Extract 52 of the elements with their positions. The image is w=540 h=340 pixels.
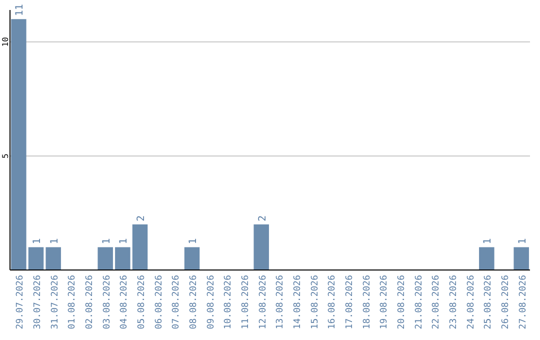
x-tick-label: 15.08.2026 [310,275,320,330]
x-tick-label: 23.08.2026 [449,275,459,330]
x-tick-label: 03.08.2026 [102,275,112,330]
data-label: 1 [118,238,130,244]
y-tick-label: 5 [1,153,10,158]
x-tick-label: 30.07.2026 [33,275,43,330]
data-label: 1 [188,238,199,244]
x-tick-label: 10.08.2026 [224,275,234,330]
x-tick-label: 18.08.2026 [362,275,372,330]
x-tick-label: 20.08.2026 [397,275,407,330]
bar [98,247,113,270]
x-tick-label: 14.08.2026 [293,275,303,330]
data-label: 1 [32,238,43,244]
bar [46,247,61,270]
x-tick-label: 11.08.2026 [241,275,251,330]
data-label: 2 [257,215,268,222]
x-tick-label: 04.08.2026 [120,275,130,330]
bar [479,247,494,270]
bar [184,247,200,270]
bar [254,224,269,270]
x-tick-label: 13.08.2026 [276,275,286,330]
x-tick-label: 06.08.2026 [154,275,164,330]
x-tick-label: 17.08.2026 [345,275,355,330]
x-tick-label: 07.08.2026 [172,275,182,330]
bar [132,224,148,270]
bar [514,247,529,270]
y-tick-label: 10 [1,36,10,47]
x-tick-label: 02.08.2026 [85,275,95,330]
data-label: 1 [517,238,528,244]
x-tick-label: 22.08.2026 [432,275,442,330]
x-tick-label: 31.07.2026 [50,275,60,330]
x-tick-label: 05.08.2026 [137,275,147,330]
x-tick-label: 01.08.2026 [68,275,78,330]
x-tick-label: 26.08.2026 [501,275,511,330]
x-tick-label: 25.08.2026 [484,275,494,330]
data-label: 1 [49,238,60,244]
x-tick-label: 12.08.2026 [258,275,268,330]
data-label: 2 [136,215,147,222]
x-tick-label: 19.08.2026 [380,275,390,330]
x-tick-label: 21.08.2026 [414,275,424,330]
x-tick-label: 24.08.2026 [466,275,476,330]
x-tick-label: 08.08.2026 [189,275,199,330]
bar [115,247,130,270]
data-label: 11 [14,4,26,16]
x-tick-label: 27.08.2026 [518,275,528,330]
x-tick-label: 16.08.2026 [328,275,338,330]
data-label: 1 [482,238,494,244]
bar [11,19,26,270]
data-label: 1 [101,238,112,244]
x-tick-label: 09.08.2026 [206,275,216,330]
x-tick-label: 29.07.2026 [16,275,26,330]
bar [28,247,44,270]
